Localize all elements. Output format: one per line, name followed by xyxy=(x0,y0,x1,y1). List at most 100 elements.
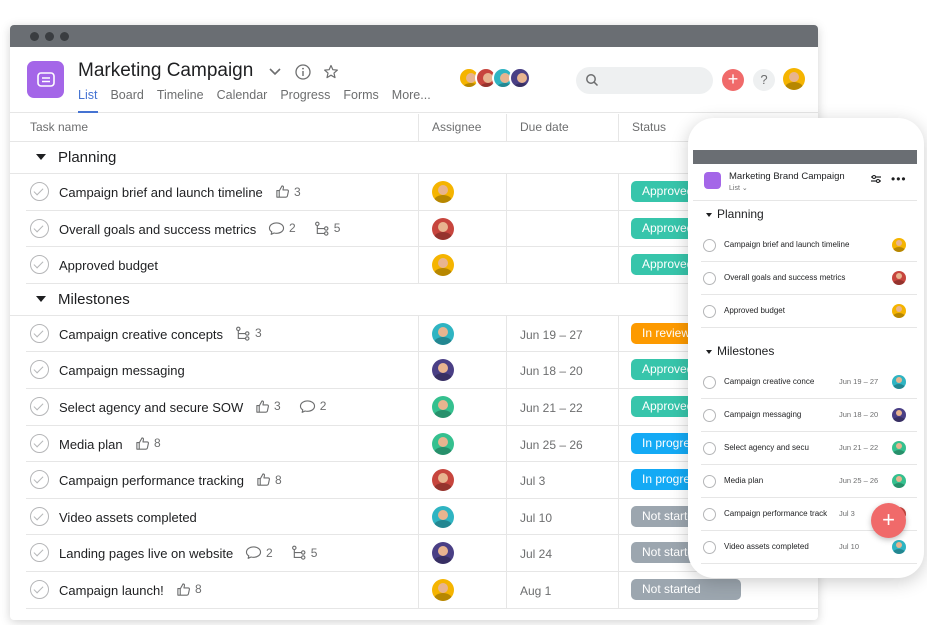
column-due-date[interactable]: Due date xyxy=(520,120,569,134)
project-members[interactable] xyxy=(458,67,531,89)
mobile-list-item[interactable]: Select agency and secu Jun 21 – 22 xyxy=(701,432,917,465)
task-name: Campaign creative concepts xyxy=(59,326,224,342)
mobile-list-item[interactable]: Campaign messaging Jun 18 – 20 xyxy=(701,399,917,432)
assignee-avatar[interactable] xyxy=(432,217,454,240)
due-date[interactable]: Jul 3 xyxy=(520,474,546,489)
checkmark-icon[interactable] xyxy=(703,409,716,422)
due-date[interactable]: Jul 10 xyxy=(520,510,553,525)
add-task-fab[interactable]: + xyxy=(871,503,906,538)
window-dot[interactable] xyxy=(30,31,39,41)
assignee-avatar[interactable] xyxy=(432,254,454,277)
checkmark-icon[interactable] xyxy=(703,508,716,521)
star-icon[interactable] xyxy=(322,63,340,81)
checkmark-icon[interactable] xyxy=(703,272,716,285)
window-dot[interactable] xyxy=(60,31,69,41)
tab-calendar[interactable]: Calendar xyxy=(216,88,268,102)
status-badge[interactable]: Not started xyxy=(631,578,741,600)
subtask-icon[interactable] xyxy=(235,326,251,341)
checkmark-icon[interactable] xyxy=(703,239,716,252)
mobile-list-item[interactable]: Video assets completed Jul 10 xyxy=(701,531,917,564)
collapse-triangle-icon[interactable] xyxy=(706,349,712,354)
checkmark-icon[interactable] xyxy=(30,218,49,238)
subtask-icon[interactable] xyxy=(314,221,330,236)
due-date[interactable]: Jun 25 – 26 xyxy=(520,437,583,452)
column-status[interactable]: Status xyxy=(632,120,667,134)
section-header[interactable]: Milestones xyxy=(10,284,818,316)
thumbs-up-icon[interactable] xyxy=(255,399,270,414)
assignee-avatar xyxy=(892,238,906,252)
assignee-avatar[interactable] xyxy=(432,542,454,565)
checkmark-icon[interactable] xyxy=(30,543,49,563)
mobile-view-selector[interactable]: List ⌄ xyxy=(729,184,748,192)
mobile-list-item[interactable]: Overall goals and success metrics xyxy=(701,262,917,295)
collapse-triangle-icon[interactable] xyxy=(36,154,46,160)
column-task-name[interactable]: Task name xyxy=(30,120,89,134)
thumbs-up-icon[interactable] xyxy=(275,184,290,199)
checkmark-icon[interactable] xyxy=(30,470,49,490)
more-icon[interactable]: ••• xyxy=(891,172,907,186)
subtask-icon[interactable] xyxy=(291,545,307,561)
checkmark-icon[interactable] xyxy=(30,323,49,343)
tab-list[interactable]: List xyxy=(78,88,98,102)
thumbs-up-icon[interactable] xyxy=(135,436,150,451)
thumbs-up-icon[interactable] xyxy=(176,582,191,597)
due-date[interactable]: Jun 18 – 20 xyxy=(520,364,583,379)
table-row[interactable]: Campaign launch! 8 Aug 1 Not started xyxy=(26,571,818,609)
user-avatar[interactable] xyxy=(783,68,805,90)
tab-progress[interactable]: Progress xyxy=(280,88,331,102)
tab-forms[interactable]: Forms xyxy=(343,88,379,102)
comment-icon[interactable] xyxy=(299,399,316,414)
comment-icon[interactable] xyxy=(245,545,262,560)
tab-board[interactable]: Board xyxy=(110,88,144,102)
checkmark-icon[interactable] xyxy=(30,396,49,416)
assignee-avatar[interactable] xyxy=(432,578,454,601)
table-row[interactable]: Select agency and secure SOW 3 2 Jun 21 – 2… xyxy=(26,388,818,426)
checkmark-icon[interactable] xyxy=(703,305,716,318)
checkmark-icon[interactable] xyxy=(30,433,49,453)
mobile-section-header[interactable]: Planning xyxy=(706,207,764,221)
mobile-list-item[interactable]: Campaign creative conce Jun 19 – 27 xyxy=(701,366,917,399)
tab-more[interactable]: More... xyxy=(391,88,431,102)
table-row[interactable]: Video assets completed Jul 10 Not started xyxy=(26,498,818,536)
mobile-list-item[interactable]: Media plan Jun 25 – 26 xyxy=(701,465,917,498)
checkmark-icon[interactable] xyxy=(703,376,716,389)
tab-timeline[interactable]: Timeline xyxy=(156,88,204,102)
chevron-down-icon[interactable] xyxy=(266,63,284,81)
assignee-avatar[interactable] xyxy=(432,322,454,345)
due-date[interactable]: Jun 21 – 22 xyxy=(520,400,583,415)
checkmark-icon[interactable] xyxy=(30,579,49,599)
due-date[interactable]: Aug 1 xyxy=(520,583,552,598)
help-button[interactable]: ? xyxy=(753,69,775,91)
collapse-triangle-icon[interactable] xyxy=(706,212,712,217)
mobile-section-header[interactable]: Milestones xyxy=(706,344,774,358)
section-header[interactable]: Planning xyxy=(10,142,818,174)
filter-icon[interactable] xyxy=(870,174,882,187)
add-button[interactable]: + xyxy=(722,69,744,91)
column-assignee[interactable]: Assignee xyxy=(432,120,482,134)
collapse-triangle-icon[interactable] xyxy=(36,295,46,302)
checkmark-icon[interactable] xyxy=(703,442,716,455)
checkmark-icon[interactable] xyxy=(30,506,49,526)
window-dot[interactable] xyxy=(45,31,54,41)
checkmark-icon[interactable] xyxy=(703,541,716,554)
info-icon[interactable] xyxy=(294,63,312,81)
checkmark-icon[interactable] xyxy=(30,360,49,380)
mobile-list-item[interactable]: Campaign brief and launch timeline xyxy=(701,229,917,262)
assignee-avatar[interactable] xyxy=(432,505,454,528)
thumbs-up-icon[interactable] xyxy=(256,472,271,487)
assignee-avatar[interactable] xyxy=(432,469,454,492)
due-date[interactable]: Jul 24 xyxy=(520,547,553,562)
checkmark-icon[interactable] xyxy=(703,475,716,488)
assignee-avatar[interactable] xyxy=(432,395,454,418)
assignee-avatar[interactable] xyxy=(432,432,454,455)
checkmark-icon[interactable] xyxy=(30,182,49,201)
search-input[interactable] xyxy=(576,67,713,94)
due-date[interactable]: Jun 19 – 27 xyxy=(520,327,583,342)
assignee-avatar[interactable] xyxy=(432,181,454,203)
mobile-list-item[interactable]: Approved budget xyxy=(701,295,917,328)
assignee-avatar[interactable] xyxy=(432,359,454,382)
comment-icon[interactable] xyxy=(268,221,285,236)
table-row[interactable]: Campaign messaging Jun 18 – 20 Approved xyxy=(26,352,818,389)
divider xyxy=(693,200,917,201)
checkmark-icon[interactable] xyxy=(30,255,49,275)
